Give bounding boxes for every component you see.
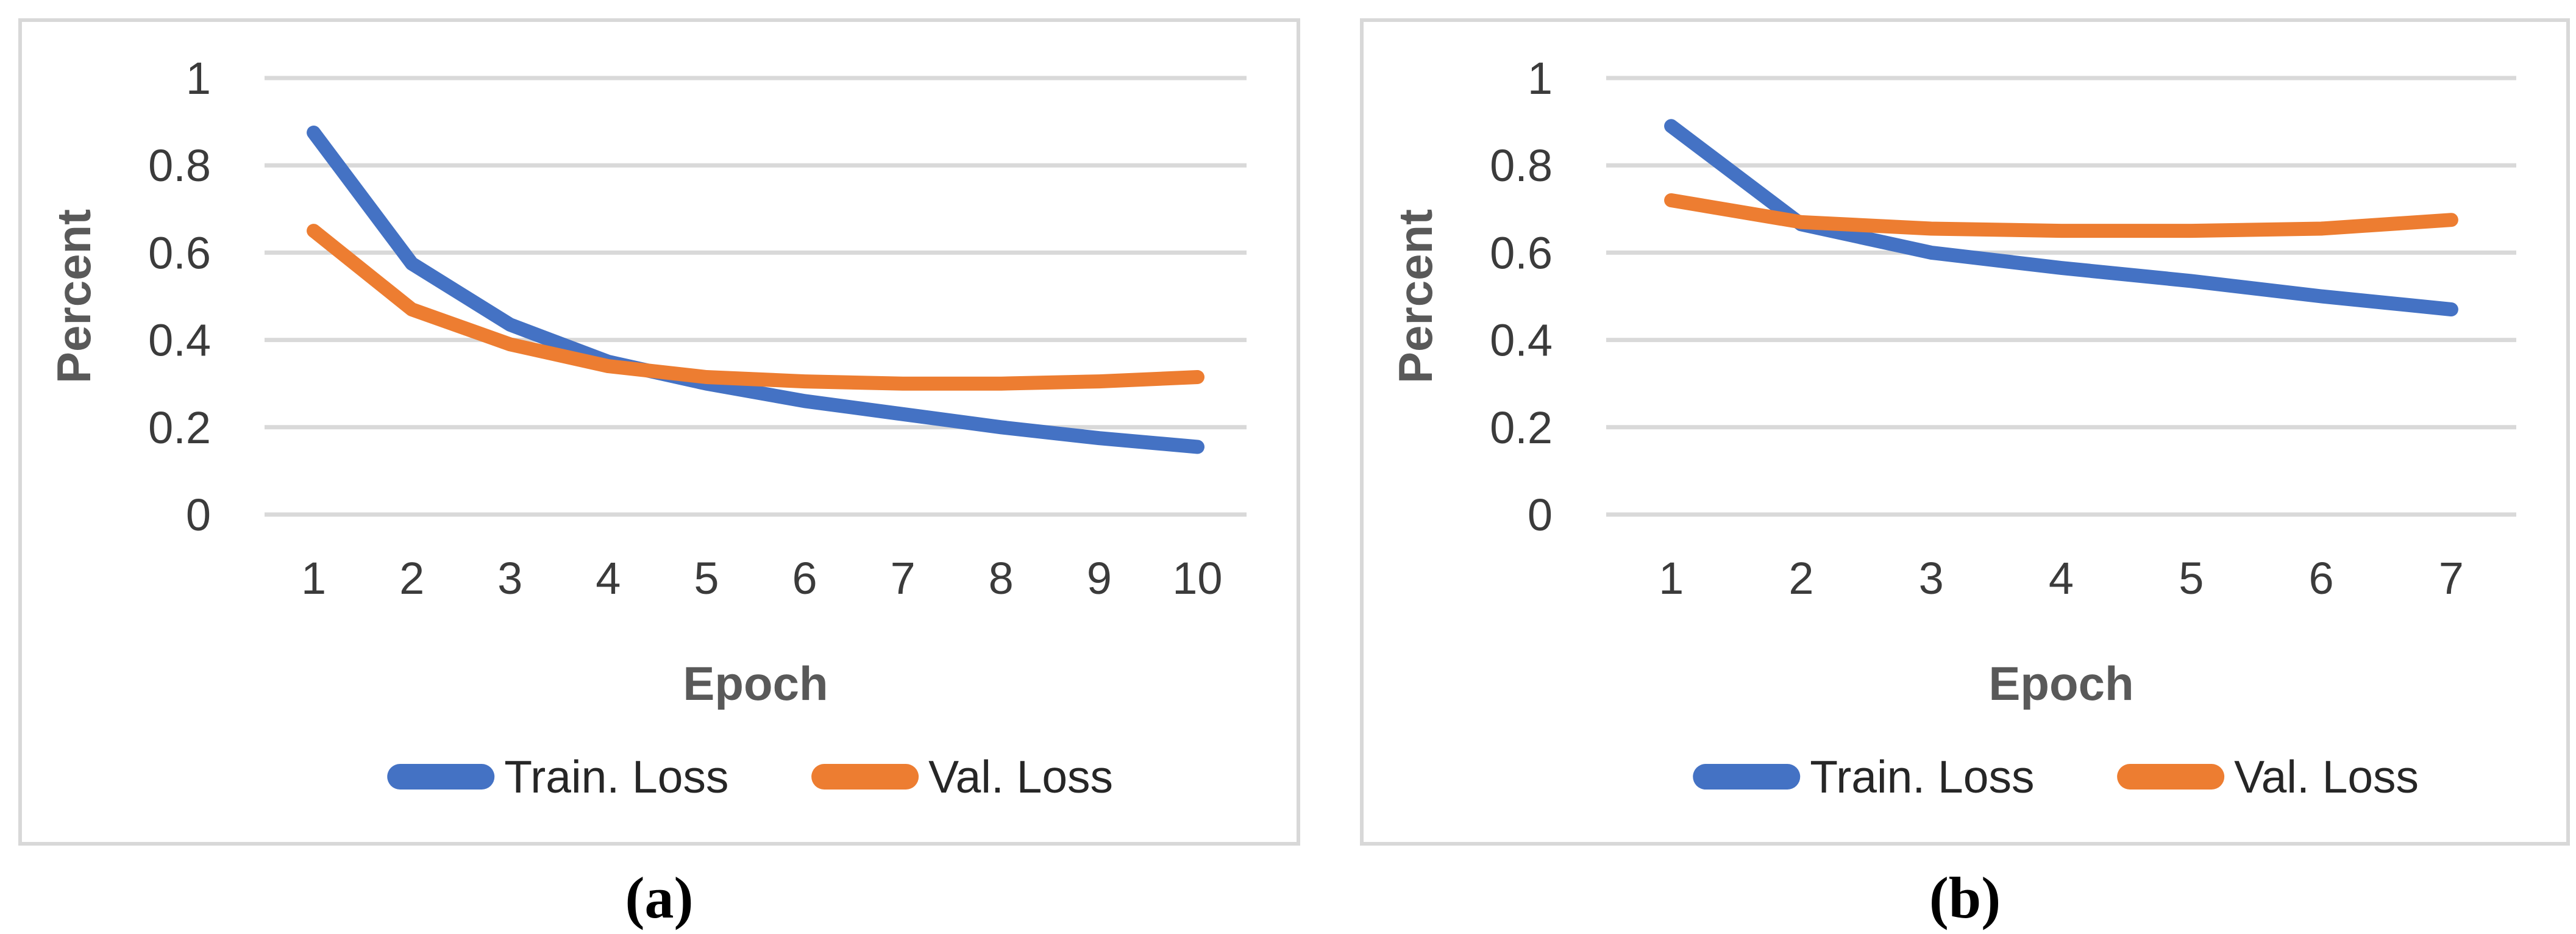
x-tick-label-2: 2: [1788, 553, 1813, 604]
y-tick-label-0.6: 0.6: [148, 227, 211, 278]
x-tick-label-5: 5: [2179, 553, 2204, 604]
series-line-val-loss: [307, 224, 1204, 391]
x-axis-title: Epoch: [683, 657, 828, 710]
x-tick-label-9: 9: [1087, 553, 1112, 604]
x-tick-label-7: 7: [891, 553, 916, 604]
y-tick-label-0: 0: [1528, 490, 1553, 540]
x-tick-label-10: 10: [1172, 553, 1222, 604]
x-tick-label-4: 4: [2049, 553, 2074, 604]
x-tick-label-6: 6: [2308, 553, 2333, 604]
y-tick-label-0.4: 0.4: [148, 315, 211, 366]
legend-swatch-train-loss: [387, 764, 495, 790]
x-tick-label-6: 6: [792, 553, 817, 604]
y-tick-label-0.6: 0.6: [1490, 227, 1553, 278]
y-axis-title: Percent: [47, 209, 101, 383]
legend-label-val-loss: Val. Loss: [2234, 751, 2419, 802]
x-axis-title: Epoch: [1988, 657, 2133, 710]
legend-swatch-val-loss: [2117, 764, 2225, 790]
y-tick-label-1: 1: [1528, 53, 1553, 104]
y-tick-label-0.8: 0.8: [1490, 140, 1553, 191]
legend-label-train-loss: Train. Loss: [1810, 751, 2034, 802]
y-tick-label-1: 1: [186, 53, 211, 104]
series-line-val-loss: [1664, 193, 2458, 238]
y-tick-label-0.2: 0.2: [1490, 402, 1553, 453]
y-tick-label-0.2: 0.2: [148, 402, 211, 453]
x-tick-label-3: 3: [497, 553, 522, 604]
subfigure-a: 1 0.8 0.6 0.4 0.2 0 1 2 3 4 5 6 7 8 9 10 Epoch Percent Tra…: [18, 18, 1300, 934]
y-tick-label-0.8: 0.8: [148, 140, 211, 191]
y-axis-title: Percent: [1389, 209, 1442, 383]
line-chart-b: 1 0.8 0.6 0.4 0.2 0 1 2 3 4 5 6 7 Epoch Percent Train. …: [1389, 53, 2516, 802]
chart-panel-a: 1 0.8 0.6 0.4 0.2 0 1 2 3 4 5 6 7 8 9 10 Epoch Percent Tra…: [18, 18, 1300, 846]
chart-panel-b: 1 0.8 0.6 0.4 0.2 0 1 2 3 4 5 6 7 Epoch Percent Train. …: [1360, 18, 2570, 846]
x-tick-label-1: 1: [1659, 553, 1684, 604]
y-tick-label-0: 0: [186, 490, 211, 540]
x-tick-label-1: 1: [301, 553, 326, 604]
subfigure-caption-a: (a): [625, 865, 694, 930]
x-tick-label-5: 5: [694, 553, 719, 604]
x-tick-label-2: 2: [399, 553, 424, 604]
x-tick-label-7: 7: [2439, 553, 2464, 604]
legend-swatch-train-loss: [1693, 764, 1801, 790]
subfigure-caption-b: (b): [1929, 865, 2001, 930]
legend-swatch-val-loss: [811, 764, 919, 790]
legend-label-val-loss: Val. Loss: [928, 751, 1113, 802]
x-tick-label-4: 4: [596, 553, 621, 604]
series-line-train-loss: [307, 126, 1204, 454]
x-tick-label-8: 8: [989, 553, 1014, 604]
x-tick-label-3: 3: [1919, 553, 1944, 604]
legend-label-train-loss: Train. Loss: [504, 751, 728, 802]
line-chart-a: 1 0.8 0.6 0.4 0.2 0 1 2 3 4 5 6 7 8 9 10 Epoch Percent Tra…: [47, 53, 1247, 802]
subfigure-b: 1 0.8 0.6 0.4 0.2 0 1 2 3 4 5 6 7 Epoch Percent Train. …: [1360, 18, 2570, 934]
y-tick-label-0.4: 0.4: [1490, 315, 1553, 366]
